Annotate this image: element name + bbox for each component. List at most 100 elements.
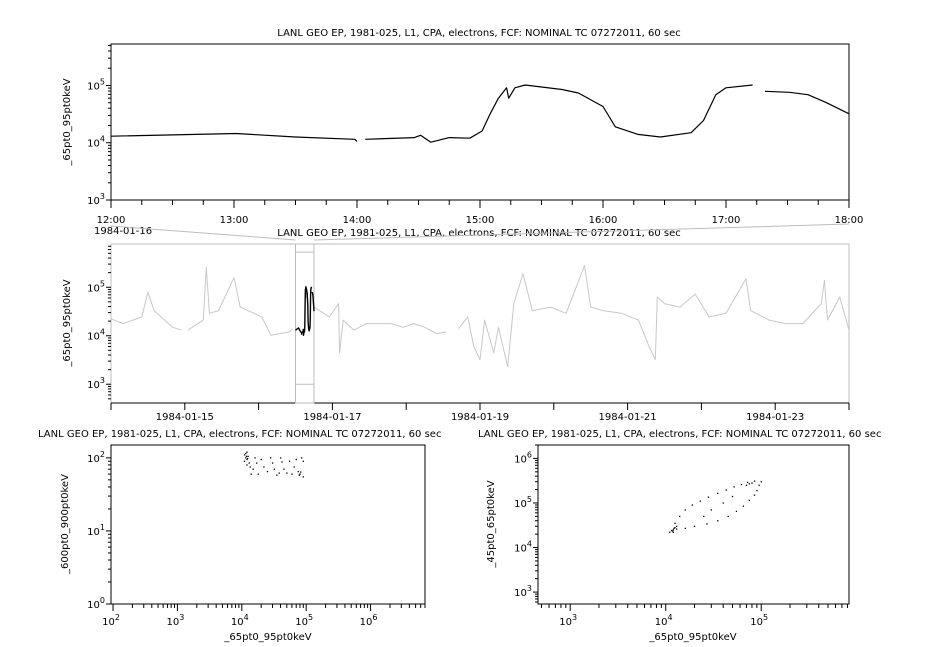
scatter-point	[243, 454, 246, 456]
plot-frame	[110, 43, 850, 201]
scatter-point	[293, 466, 295, 468]
scatter-point	[731, 495, 734, 498]
x-tick-label: 1984-01-17	[303, 412, 361, 423]
scatter-point	[670, 529, 673, 532]
scatter-point	[260, 458, 262, 461]
focus-series-line	[301, 286, 313, 336]
scatter-point	[279, 457, 282, 459]
scatter-point	[753, 480, 756, 482]
scatter-point	[671, 530, 674, 532]
panel-title: LANL GEO EP, 1981-025, L1, CPA, electron…	[277, 228, 680, 239]
scatter-point	[301, 457, 303, 459]
y-tick-label: 103	[87, 192, 105, 207]
x-tick-label: 13:00	[220, 215, 249, 226]
y-axis-label: _600pt0_900pt0keV	[60, 474, 71, 575]
x-tick-label: 105	[750, 613, 768, 628]
scatter-point	[245, 455, 248, 458]
y-tick-label: 104	[87, 328, 105, 343]
scatter-point	[298, 474, 300, 476]
scatter-point	[703, 515, 705, 518]
x-tick-label: 17:00	[712, 215, 741, 226]
scatter-point	[263, 466, 265, 468]
x-tick-label: 104	[655, 613, 673, 628]
scatter-point	[269, 457, 272, 459]
y-tick-label: 101	[87, 523, 105, 538]
x-tick-label: 16:00	[589, 215, 618, 226]
scatter-point	[247, 455, 249, 458]
scatter-point	[256, 462, 258, 464]
scatter-point	[246, 458, 248, 461]
scatter-point	[707, 496, 710, 498]
x-tick-label: 1984-01-15	[156, 412, 214, 423]
plot-frame	[110, 243, 850, 404]
scatter-point	[246, 464, 248, 466]
scatter-point	[300, 471, 302, 473]
scatter-point	[252, 468, 254, 470]
connector-line-right	[313, 223, 850, 241]
scatter-point	[291, 473, 293, 475]
scatter-point	[693, 525, 696, 527]
scatter-point	[691, 504, 694, 506]
scatter-point	[674, 522, 676, 524]
y-tick-label: 105	[514, 495, 532, 510]
series-line	[110, 291, 182, 331]
scatter-point	[740, 483, 743, 486]
series-line	[458, 265, 850, 368]
y-tick-label: 104	[87, 135, 105, 150]
scatter-point	[249, 466, 251, 468]
x-tick-label: 106	[360, 613, 378, 628]
scatter-point	[669, 531, 671, 533]
x-tick-label: 1984-01-19	[451, 412, 509, 423]
scatter-point	[746, 481, 749, 484]
scatter-point	[684, 527, 686, 530]
series-line	[187, 266, 293, 336]
scatter-point	[273, 468, 276, 470]
series-line	[313, 303, 447, 354]
scatter-point	[246, 451, 248, 453]
scatter-point	[725, 489, 727, 491]
scatter-left-panel: LANL GEO EP, 1981-025, L1, CPA, electron…	[38, 429, 441, 643]
x-tick-label: 1984-01-21	[599, 412, 657, 423]
x-tick-label: 1984-01-23	[746, 412, 804, 423]
x-tick-label: 15:00	[466, 215, 495, 226]
scatter-point	[699, 500, 701, 502]
scatter-point	[243, 460, 246, 462]
scatter-point	[679, 515, 681, 518]
scatter-point	[271, 462, 274, 464]
scatter-point	[245, 452, 247, 455]
scatter-point	[302, 476, 304, 478]
series-line	[365, 84, 753, 143]
plot-frame	[537, 444, 850, 605]
scatter-point	[742, 505, 745, 507]
scatter-point	[745, 484, 748, 486]
scatter-point	[286, 472, 288, 474]
scatter-point	[760, 481, 762, 483]
scatter-point	[758, 484, 760, 486]
scatter-point	[722, 502, 724, 504]
scatter-point	[672, 531, 674, 533]
panel-title: LANL GEO EP, 1981-025, L1, CPA, electron…	[38, 429, 441, 440]
y-tick-label: 105	[87, 279, 105, 294]
scatter-point	[735, 510, 738, 513]
scatter-point	[717, 492, 719, 494]
scatter-point	[748, 499, 750, 501]
scatter-point	[751, 482, 753, 484]
panel-title: LANL GEO EP, 1981-025, L1, CPA, electron…	[478, 429, 881, 440]
panel-title: LANL GEO EP, 1981-025, L1, CPA, electron…	[277, 28, 680, 39]
scatter-point	[753, 494, 756, 496]
focus-series-line	[311, 291, 315, 312]
scatter-point	[674, 526, 676, 529]
scatter-point	[299, 473, 301, 475]
scatter-point	[675, 528, 678, 530]
date-label: 1984-01-16	[94, 226, 152, 237]
y-tick-label: 106	[514, 450, 532, 465]
focus-series-line	[295, 327, 303, 335]
x-tick-label: 14:00	[343, 215, 372, 226]
x-tick-label: 102	[102, 613, 120, 628]
timeseries-overview-panel: LANL GEO EP, 1981-025, L1, CPA, electron…	[62, 223, 850, 423]
y-tick-label: 103	[87, 376, 105, 391]
y-axis-label: _65pt0_95pt0keV	[62, 279, 73, 367]
scatter-point	[295, 458, 297, 461]
scatter-point	[710, 509, 712, 511]
